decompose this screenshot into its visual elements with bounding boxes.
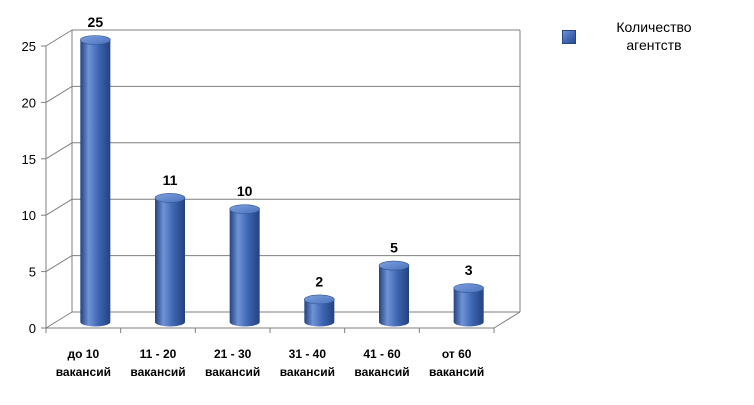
x-tick-label: вакансий — [205, 365, 260, 379]
legend-label: Количество агентств — [584, 18, 724, 54]
x-tick-label: вакансий — [280, 365, 335, 379]
bar — [453, 288, 484, 327]
bar-top — [453, 283, 484, 293]
side-grid-diagonal — [45, 142, 73, 160]
x-tick-label: до 10 — [68, 347, 100, 361]
legend: Количество агентств — [560, 18, 740, 62]
x-tick-label: 21 - 30 — [214, 347, 252, 361]
x-tick-label: 31 - 40 — [289, 347, 327, 361]
bar-top — [80, 35, 111, 45]
data-label: 11 — [163, 172, 178, 188]
x-tick-label: вакансий — [130, 365, 185, 379]
x-tick-label: вакансий — [354, 365, 409, 379]
y-tick-label: 20 — [22, 95, 36, 110]
data-label: 3 — [465, 262, 473, 278]
bar — [155, 197, 185, 327]
legend-label-line2: агентств — [626, 37, 682, 53]
x-tick-label: 11 - 20 — [140, 347, 177, 361]
x-tick-label: 41 - 60 — [363, 347, 401, 361]
bar — [229, 209, 260, 327]
bar-top — [304, 294, 335, 305]
x-tick-label: вакансий — [429, 365, 484, 379]
x-tick-label: вакансий — [56, 365, 111, 379]
legend-label-line1: Количество — [616, 19, 692, 35]
data-label: 5 — [390, 240, 398, 256]
side-grid-diagonal — [45, 85, 73, 103]
y-tick-label: 25 — [22, 39, 36, 54]
y-tick-label: 15 — [22, 152, 36, 167]
side-grid-diagonal — [45, 198, 73, 216]
data-label: 2 — [315, 273, 323, 289]
floor-right-edge — [493, 311, 521, 329]
bar-top — [378, 260, 410, 271]
bar-top — [229, 204, 260, 214]
y-tick-label: 0 — [29, 321, 36, 336]
side-grid-diagonal — [45, 29, 73, 47]
data-label: 25 — [88, 14, 104, 30]
bar — [304, 299, 335, 327]
legend-swatch — [562, 30, 576, 44]
y-tick-label: 5 — [29, 265, 36, 280]
side-grid-diagonal — [45, 255, 73, 273]
x-tick-label: от 60 — [442, 347, 472, 361]
side-grid-diagonal — [45, 311, 73, 329]
bar-top — [154, 193, 186, 203]
bar — [379, 265, 409, 327]
data-label: 10 — [237, 183, 253, 199]
bar — [80, 40, 111, 327]
y-tick-label: 10 — [22, 208, 36, 223]
